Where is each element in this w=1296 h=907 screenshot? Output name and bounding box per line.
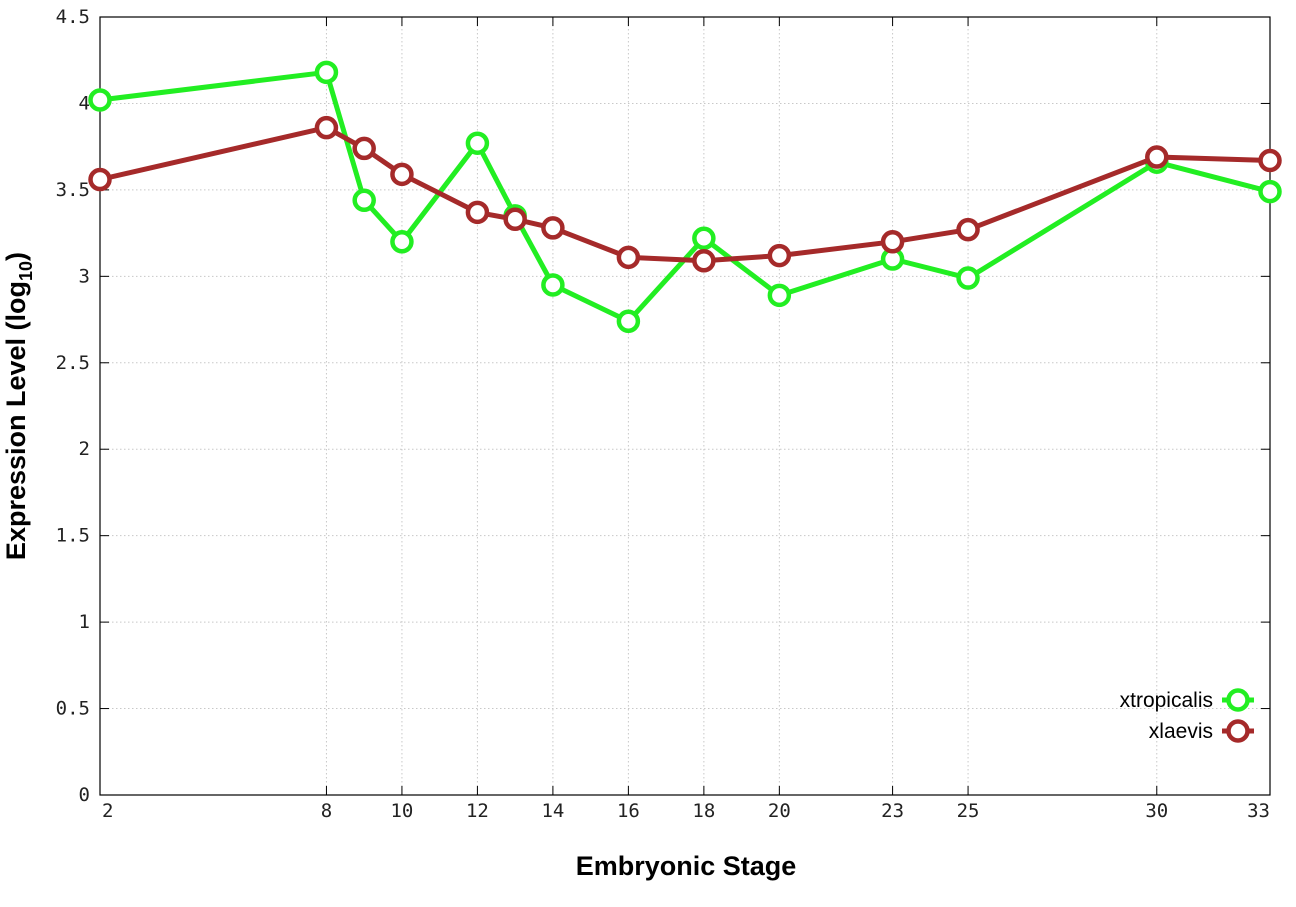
x-tick-label: 18: [692, 800, 715, 822]
series-xlaevis: [88, 115, 1282, 273]
series-layer: [88, 60, 1282, 334]
data-point-xtropicalis: [692, 226, 716, 251]
y-tick-label: 0: [79, 784, 90, 806]
series-line-xtropicalis: [99, 69, 1271, 324]
data-point-xtropicalis: [352, 188, 376, 213]
data-point-xtropicalis: [390, 230, 414, 254]
x-tick-label: 2: [102, 800, 113, 822]
data-point-xlaevis: [956, 217, 980, 242]
data-point-xlaevis: [880, 230, 905, 254]
legend-item-xtropicalis: xtropicalis: [1120, 688, 1254, 712]
y-tick-label: 1.5: [56, 525, 90, 547]
data-point-xlaevis: [1145, 145, 1169, 169]
legend-label: xtropicalis: [1120, 689, 1213, 712]
data-point-xlaevis: [616, 245, 641, 270]
data-point-xlaevis: [692, 249, 716, 273]
x-tick-label: 20: [768, 800, 791, 822]
y-tick-label: 0.5: [56, 698, 90, 720]
grid-lines: [100, 17, 1270, 795]
x-tick-label: 33: [1247, 800, 1270, 822]
y-axis-title: Expression Level (log10): [1, 252, 36, 560]
data-point-xtropicalis: [541, 273, 565, 297]
series-line-xlaevis: [99, 125, 1271, 264]
data-point-xlaevis: [465, 200, 490, 225]
legend-item-xlaevis: xlaevis: [1149, 719, 1254, 743]
data-point-xlaevis: [767, 243, 792, 268]
data-point-xtropicalis: [1258, 179, 1282, 204]
data-point-xtropicalis: [956, 266, 980, 290]
data-point-xlaevis: [541, 216, 565, 240]
data-point-xlaevis: [88, 167, 112, 192]
y-axis-title-close: ): [1, 252, 31, 261]
data-point-xlaevis: [390, 162, 414, 187]
y-axis-title-main: Expression Level (log: [1, 281, 31, 560]
data-point-xtropicalis: [767, 283, 792, 308]
axis-ticks: 0 0.5 1 1.5 2 2.5 3 3.5 4 4.5 2 8 10 12 14 16 18 20 23 25 30…: [56, 6, 1271, 822]
y-tick-label: 2: [79, 438, 90, 460]
data-point-xtropicalis: [616, 309, 641, 334]
x-tick-label: 8: [321, 800, 332, 822]
x-tick-label: 14: [541, 800, 564, 822]
data-point-xlaevis: [503, 207, 527, 232]
y-tick-label: 4.5: [56, 6, 90, 28]
data-point-xlaevis: [352, 136, 376, 161]
y-tick-label: 2.5: [56, 352, 90, 374]
legend: xtropicalis xlaevis: [1120, 688, 1254, 743]
y-tick-label: 3: [79, 265, 90, 287]
plot-frame: [99, 16, 1271, 796]
x-tick-label: 30: [1145, 800, 1168, 822]
y-tick-label: 4: [79, 92, 90, 114]
x-axis-title: Embryonic Stage: [576, 851, 797, 881]
y-axis-title-subscript: 10: [16, 261, 36, 281]
x-tick-label: 10: [390, 800, 413, 822]
data-point-xtropicalis: [88, 88, 112, 112]
y-tick-label: 1: [79, 611, 90, 633]
legend-swatch-marker: [1226, 719, 1250, 743]
x-tick-label: 12: [466, 800, 489, 822]
data-point-xtropicalis: [314, 60, 339, 85]
legend-swatch-marker: [1226, 688, 1250, 712]
legend-label: xlaevis: [1149, 720, 1213, 743]
data-point-xtropicalis: [465, 131, 490, 155]
data-point-xlaevis: [314, 115, 339, 140]
y-tick-label: 3.5: [56, 179, 90, 201]
x-tick-label: 25: [957, 800, 980, 822]
x-tick-label: 16: [617, 800, 640, 822]
data-point-xlaevis: [1258, 148, 1282, 173]
x-tick-label: 23: [881, 800, 904, 822]
